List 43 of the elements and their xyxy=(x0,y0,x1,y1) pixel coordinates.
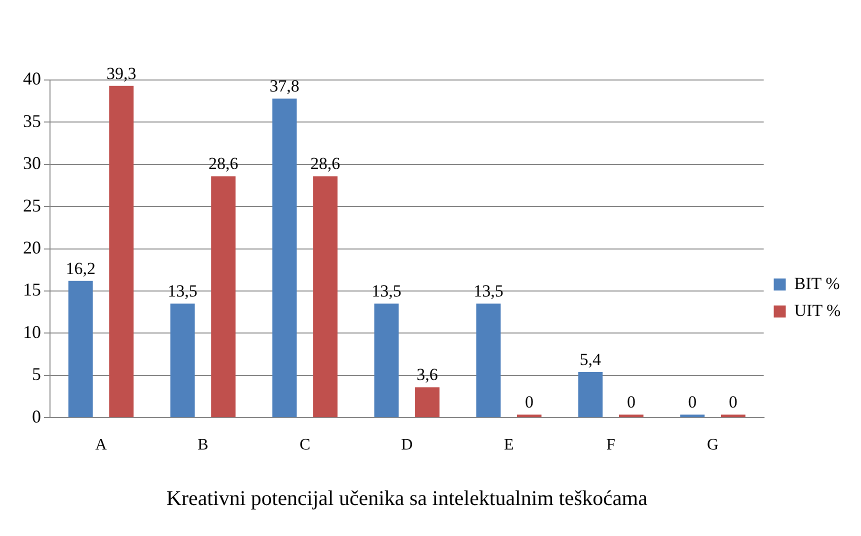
y-tick-label: 5 xyxy=(32,364,41,384)
x-tick-label: G xyxy=(707,436,719,454)
data-label: 0 xyxy=(626,392,636,412)
data-label: 3,6 xyxy=(416,365,438,384)
x-tick-label: D xyxy=(401,436,413,454)
y-tick-label: 20 xyxy=(23,238,41,258)
data-label: 39,3 xyxy=(106,64,136,83)
bar xyxy=(313,176,338,418)
x-tick-label: F xyxy=(606,436,616,454)
data-label: 0 xyxy=(524,392,534,412)
bar xyxy=(272,98,297,418)
bar xyxy=(578,372,603,418)
y-tick-label: 30 xyxy=(23,153,41,174)
data-label: 28,6 xyxy=(208,154,238,174)
y-tick-label: 25 xyxy=(23,195,41,216)
bar xyxy=(68,280,93,418)
data-label: 0 xyxy=(728,392,738,412)
bar xyxy=(415,387,440,418)
data-label: 13,5 xyxy=(372,282,402,301)
x-axis-title: Kreativni potencijal učenika sa intelektualnim teškoćama xyxy=(166,486,648,510)
x-tick-label: C xyxy=(300,436,310,454)
data-label: 37,8 xyxy=(270,76,300,96)
data-label: 28,6 xyxy=(310,154,340,174)
bar xyxy=(476,304,501,418)
bar xyxy=(170,304,195,418)
y-tick-label: 40 xyxy=(23,68,41,89)
legend-label: UIT % xyxy=(794,300,841,320)
y-tick-label: 0 xyxy=(32,406,41,426)
x-tick-label: B xyxy=(198,436,208,454)
data-label: 5,4 xyxy=(580,350,602,369)
x-tick-label: E xyxy=(504,436,514,454)
data-label: 16,2 xyxy=(66,258,96,278)
bar xyxy=(374,304,399,418)
data-label: 13,5 xyxy=(474,282,504,301)
y-tick-label: 35 xyxy=(23,110,41,131)
y-tick-label: 15 xyxy=(23,280,41,300)
data-label: 13,5 xyxy=(168,282,198,301)
data-label: 0 xyxy=(688,392,697,412)
y-tick-label: 10 xyxy=(23,322,41,342)
x-tick-label: A xyxy=(95,436,108,454)
legend-label: BIT % xyxy=(794,274,840,293)
bar xyxy=(211,176,236,418)
bar xyxy=(109,86,134,418)
